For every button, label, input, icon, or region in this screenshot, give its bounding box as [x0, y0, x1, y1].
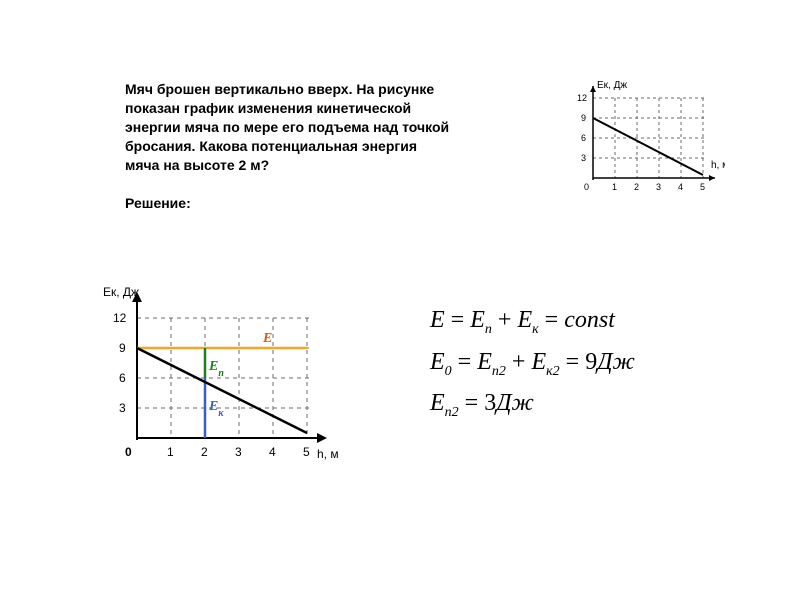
x-axis-label-large: h, м [317, 447, 339, 461]
svg-text:3: 3 [656, 182, 661, 192]
svg-text:2: 2 [201, 445, 208, 459]
svg-text:4: 4 [678, 182, 683, 192]
svg-text:6: 6 [581, 133, 586, 143]
annotation-En: En [208, 359, 224, 379]
svg-text:1: 1 [612, 182, 617, 192]
y-axis-label-small: Eк, Дж [597, 80, 627, 91]
svg-text:12: 12 [113, 311, 127, 325]
svg-text:12: 12 [577, 93, 587, 103]
annotation-Ek: Eк [208, 399, 224, 419]
solution-label: Решение: [125, 195, 191, 211]
svg-text:3: 3 [581, 153, 586, 163]
svg-text:0: 0 [125, 445, 132, 459]
svg-text:5: 5 [700, 182, 705, 192]
chart-kinetic-large: E En Eк Eк, Дж h, м 3 6 9 12 1 2 3 4 5 0 [95, 280, 340, 470]
equations-block: E = En + Eк = const E0 = En2 + Eк2 = 9Дж… [430, 300, 635, 425]
svg-text:1: 1 [167, 445, 174, 459]
svg-text:4: 4 [269, 445, 276, 459]
svg-text:6: 6 [119, 371, 126, 385]
equation-1: E = En + Eк = const [430, 300, 635, 342]
svg-text:2: 2 [634, 182, 639, 192]
svg-text:3: 3 [235, 445, 242, 459]
svg-text:3: 3 [119, 401, 126, 415]
y-axis-label-large: Eк, Дж [103, 285, 139, 299]
svg-text:5: 5 [303, 445, 310, 459]
svg-text:9: 9 [119, 341, 126, 355]
problem-statement: Мяч брошен вертикально вверх. На рисунке… [125, 80, 455, 174]
chart-kinetic-small: Eк, Дж h, м 3 6 9 12 1 2 3 4 5 0 [565, 78, 725, 198]
svg-text:0: 0 [584, 182, 589, 192]
svg-text:9: 9 [581, 113, 586, 123]
equation-2: E0 = En2 + Eк2 = 9Дж [430, 342, 635, 384]
equation-3: En2 = 3Дж [430, 383, 635, 425]
annotation-E: E [262, 331, 272, 346]
x-axis-label-small: h, м [711, 160, 725, 171]
